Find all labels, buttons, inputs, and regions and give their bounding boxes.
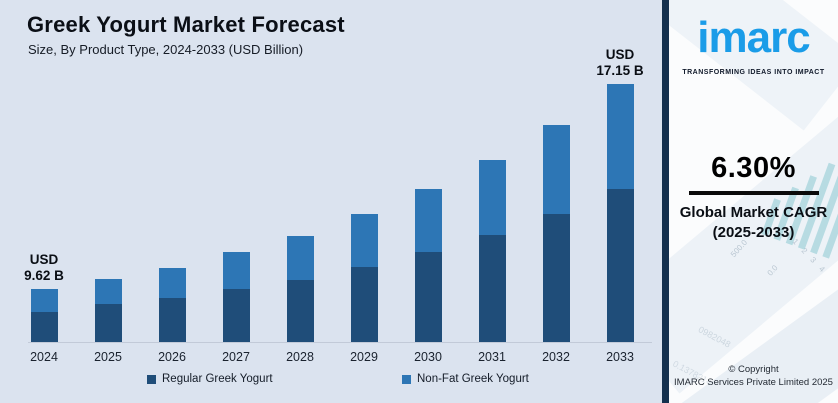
x-axis-label-2033: 2033 — [606, 350, 634, 364]
copyright-line2: IMARC Services Private Limited 2025 — [674, 377, 833, 388]
legend-item-nonfat-greek-yogurt: Non-Fat Greek Yogurt — [402, 373, 529, 385]
bar-2030 — [415, 189, 442, 342]
legend-item-regular-greek-yogurt: Regular Greek Yogurt — [147, 373, 273, 385]
bar-segment-nonfat — [31, 289, 58, 312]
value-label-2024: USD 9.62 B — [24, 252, 64, 283]
x-axis-label-2031: 2031 — [478, 350, 506, 364]
bar-2026 — [159, 268, 186, 342]
legend-label: Non-Fat Greek Yogurt — [417, 373, 529, 385]
bar-segment-regular — [287, 280, 314, 342]
bar-segment-regular — [223, 289, 250, 342]
cagr-value: 6.30% — [711, 152, 796, 184]
cagr-underline — [688, 191, 819, 195]
bar-segment-regular — [543, 214, 570, 342]
copyright-line1: © Copyright — [728, 364, 779, 375]
page-subtitle: Size, By Product Type, 2024-2033 (USD Bi… — [28, 42, 304, 57]
bar-2024 — [31, 289, 58, 342]
x-axis-label-2030: 2030 — [414, 350, 442, 364]
x-axis-line — [28, 342, 652, 343]
legend-swatch-nonfat — [402, 374, 411, 384]
bar-2025 — [95, 279, 122, 342]
cagr-label-line1: Global Market CAGR — [679, 204, 828, 221]
bar-segment-regular — [479, 235, 506, 342]
bar-segment-nonfat — [607, 84, 634, 189]
bar-segment-nonfat — [223, 252, 250, 289]
bar-segment-regular — [415, 252, 442, 342]
bar-segment-nonfat — [95, 279, 122, 304]
legend-label: Regular Greek Yogurt — [162, 373, 273, 385]
bar-segment-regular — [607, 189, 634, 342]
bar-2027 — [223, 252, 250, 342]
imarc-tagline: TRANSFORMING IDEAS INTO IMPACT — [682, 69, 825, 76]
bar-segment-regular — [159, 298, 186, 342]
x-axis-label-2029: 2029 — [350, 350, 378, 364]
bar-segment-regular — [31, 312, 58, 342]
x-axis-label-2024: 2024 — [30, 350, 58, 364]
bar-segment-nonfat — [479, 160, 506, 235]
bar-segment-nonfat — [415, 189, 442, 252]
imarc-logo: imarc — [697, 13, 810, 62]
cagr-label-line2: (2025-2033) — [712, 224, 795, 241]
bar-segment-regular — [95, 304, 122, 342]
bar-segment-nonfat — [159, 268, 186, 298]
cagr-label: Global Market CAGR (2025-2033) — [669, 203, 838, 243]
chart-region: Greek Yogurt Market Forecast Size, By Pr… — [0, 12, 662, 395]
bar-2028 — [287, 236, 314, 342]
page-title: Greek Yogurt Market Forecast — [27, 12, 345, 37]
bar-2031 — [479, 160, 506, 342]
bar-segment-nonfat — [351, 214, 378, 267]
bar-2033 — [607, 84, 634, 342]
bar-segment-regular — [351, 267, 378, 342]
legend: Regular Greek Yogurt Non-Fat Greek Yogur… — [0, 373, 662, 395]
bar-segment-nonfat — [543, 125, 570, 214]
copyright-notice: © Copyright IMARC Services Private Limit… — [669, 363, 838, 389]
bar-2032 — [543, 125, 570, 342]
watermark-text: 0982048 — [696, 324, 733, 350]
x-axis-label-2026: 2026 — [158, 350, 186, 364]
bar-2029 — [351, 214, 378, 342]
legend-swatch-regular — [147, 374, 156, 384]
x-axis-label-2027: 2027 — [222, 350, 250, 364]
value-label-2033: USD 17.15 B — [596, 47, 644, 78]
watermark-text: 0.0 — [765, 263, 780, 278]
x-axis-label-2025: 2025 — [94, 350, 122, 364]
brand-side-panel: 500.0 0.0 1 2 3 4 0982048 0.1378214 imar… — [662, 0, 838, 403]
cagr-block: 6.30% Global Market CAGR (2025-2033) — [669, 152, 838, 243]
bar-segment-nonfat — [287, 236, 314, 280]
x-axis-label-2028: 2028 — [286, 350, 314, 364]
imarc-logo-block: imarc TRANSFORMING IDEAS INTO IMPACT — [669, 8, 838, 76]
x-axis-label-2032: 2032 — [542, 350, 570, 364]
